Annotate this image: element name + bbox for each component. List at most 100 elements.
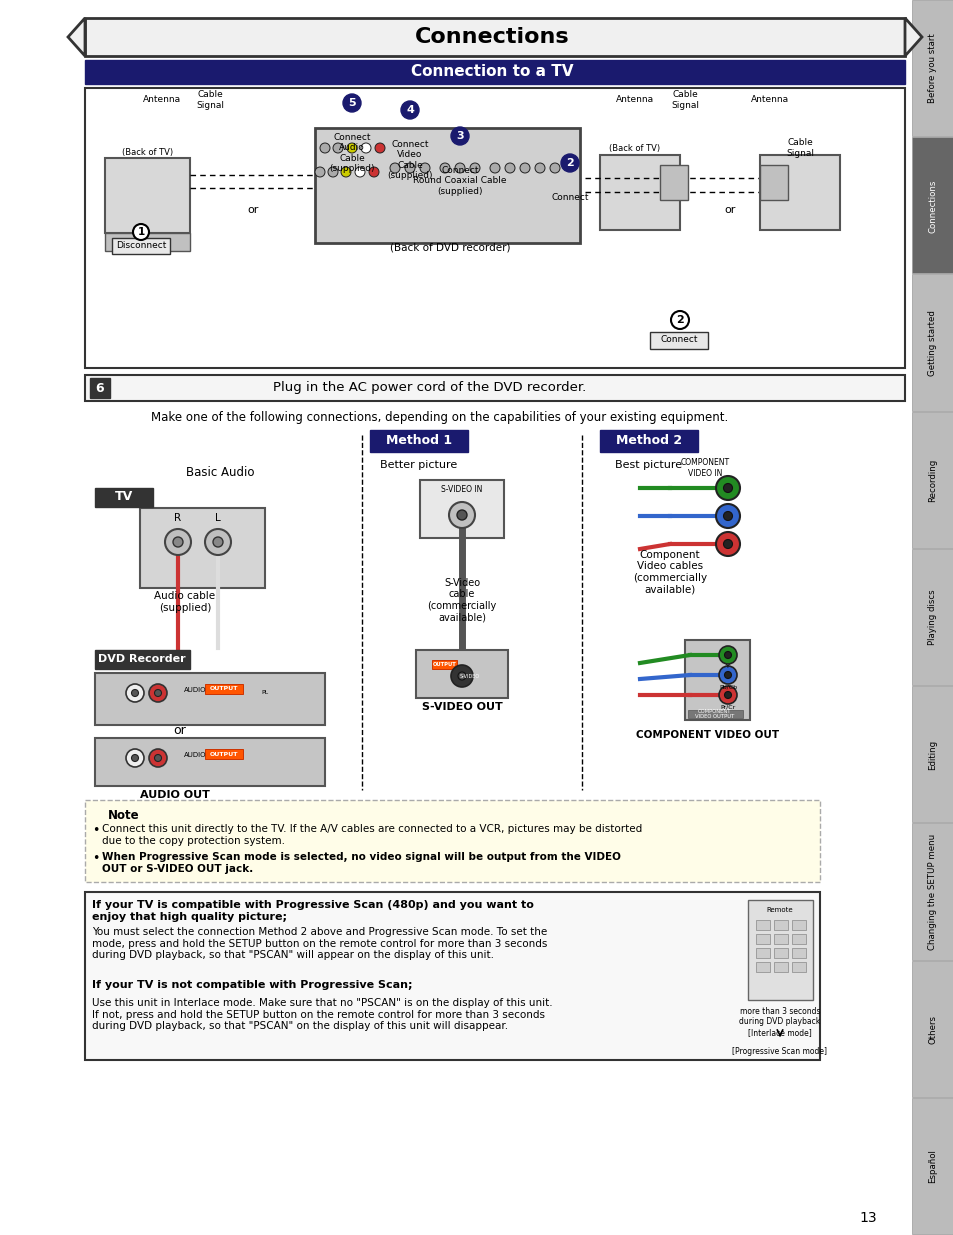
Text: 2: 2 xyxy=(565,158,574,168)
Circle shape xyxy=(719,666,737,684)
Text: S-Video
cable
(commercially
available): S-Video cable (commercially available) xyxy=(427,578,497,622)
Text: Connect
Audio
Cable
(supplied): Connect Audio Cable (supplied) xyxy=(329,133,375,173)
Circle shape xyxy=(722,540,732,548)
Text: COMPONENT VIDEO OUT: COMPONENT VIDEO OUT xyxy=(636,730,779,740)
Text: When Progressive Scan mode is selected, no video signal will be output from the : When Progressive Scan mode is selected, … xyxy=(102,852,620,873)
Text: 4: 4 xyxy=(406,105,414,115)
Text: Antenna: Antenna xyxy=(143,95,181,105)
Text: Connections: Connections xyxy=(415,27,569,47)
Text: [Progressive Scan mode]: [Progressive Scan mode] xyxy=(732,1047,826,1056)
Text: Pr/Cr: Pr/Cr xyxy=(720,704,735,709)
Text: Others: Others xyxy=(927,1015,937,1044)
Circle shape xyxy=(369,167,378,177)
Circle shape xyxy=(328,167,337,177)
Bar xyxy=(314,128,579,243)
Circle shape xyxy=(550,163,559,173)
Text: L: L xyxy=(214,513,221,522)
Circle shape xyxy=(504,163,515,173)
Bar xyxy=(773,962,787,972)
Bar xyxy=(760,156,840,230)
Circle shape xyxy=(132,689,138,697)
Bar xyxy=(911,137,953,273)
Text: Playing discs: Playing discs xyxy=(927,589,937,646)
Circle shape xyxy=(390,163,399,173)
Circle shape xyxy=(722,511,732,520)
Text: or: or xyxy=(723,205,735,215)
Bar xyxy=(85,61,904,84)
Text: 6: 6 xyxy=(95,382,104,394)
Text: S-VIDEO: S-VIDEO xyxy=(459,673,479,678)
Bar xyxy=(773,934,787,944)
Circle shape xyxy=(154,689,161,697)
Circle shape xyxy=(205,529,231,555)
Circle shape xyxy=(172,537,183,547)
Text: Better picture: Better picture xyxy=(380,459,457,471)
Text: 5: 5 xyxy=(348,98,355,107)
Text: Connect
Video
Cable
(supplied): Connect Video Cable (supplied) xyxy=(387,140,433,180)
Bar xyxy=(911,548,953,685)
Circle shape xyxy=(490,163,499,173)
Text: Component
Video cables
(commercially
available): Component Video cables (commercially ava… xyxy=(632,550,706,594)
Bar xyxy=(85,19,904,56)
Text: (Back of DVD recorder): (Back of DVD recorder) xyxy=(390,243,510,253)
Bar xyxy=(911,961,953,1097)
Text: Cable
Signal: Cable Signal xyxy=(785,138,813,158)
Circle shape xyxy=(126,684,144,701)
Circle shape xyxy=(456,510,467,520)
Text: S-VIDEO OUT: S-VIDEO OUT xyxy=(421,701,502,713)
Bar xyxy=(755,948,769,958)
Bar xyxy=(370,430,468,452)
Circle shape xyxy=(132,755,138,762)
Bar xyxy=(95,739,325,785)
Text: 2: 2 xyxy=(676,315,683,325)
Circle shape xyxy=(360,143,371,153)
Text: Audio cable
(supplied): Audio cable (supplied) xyxy=(154,592,215,613)
Circle shape xyxy=(132,224,149,240)
Text: Use this unit in Interlace mode. Make sure that no "PSCAN" is on the display of : Use this unit in Interlace mode. Make su… xyxy=(91,998,552,1031)
Text: or: or xyxy=(173,724,186,736)
Text: •: • xyxy=(91,852,99,864)
Circle shape xyxy=(519,163,530,173)
Bar xyxy=(432,659,456,669)
Text: TV: TV xyxy=(114,490,133,504)
Bar xyxy=(205,748,243,760)
Bar xyxy=(419,480,503,538)
Bar xyxy=(773,920,787,930)
Circle shape xyxy=(451,664,473,687)
Text: You must select the connection Method 2 above and Progressive Scan mode. To set : You must select the connection Method 2 … xyxy=(91,927,547,960)
Circle shape xyxy=(154,755,161,762)
Circle shape xyxy=(716,532,740,556)
Bar xyxy=(416,650,507,698)
Circle shape xyxy=(333,143,343,153)
Circle shape xyxy=(719,685,737,704)
Text: COMPONENT
VIDEO IN: COMPONENT VIDEO IN xyxy=(679,458,729,478)
Bar xyxy=(95,650,190,669)
Bar xyxy=(205,684,243,694)
Text: OUTPUT: OUTPUT xyxy=(210,752,238,757)
Circle shape xyxy=(560,154,578,172)
Text: Note: Note xyxy=(108,809,139,823)
Text: S-VIDEO IN: S-VIDEO IN xyxy=(441,485,482,494)
Circle shape xyxy=(165,529,191,555)
Text: 3: 3 xyxy=(456,131,463,141)
Bar xyxy=(140,508,265,588)
Circle shape xyxy=(723,672,731,678)
Circle shape xyxy=(319,143,330,153)
Text: Before you start: Before you start xyxy=(927,33,937,104)
Circle shape xyxy=(470,163,479,173)
Bar xyxy=(85,892,820,1060)
Text: or: or xyxy=(247,205,258,215)
Text: Cable
Signal: Cable Signal xyxy=(195,90,224,110)
Bar xyxy=(105,233,190,251)
Bar xyxy=(112,238,170,254)
Bar xyxy=(599,430,698,452)
Bar xyxy=(85,800,820,882)
Bar xyxy=(911,274,953,411)
Bar xyxy=(911,824,953,960)
Circle shape xyxy=(723,692,731,699)
Bar xyxy=(599,156,679,230)
Text: (Back of TV): (Back of TV) xyxy=(122,147,173,157)
Bar xyxy=(755,934,769,944)
Bar xyxy=(755,920,769,930)
Text: R: R xyxy=(174,513,181,522)
